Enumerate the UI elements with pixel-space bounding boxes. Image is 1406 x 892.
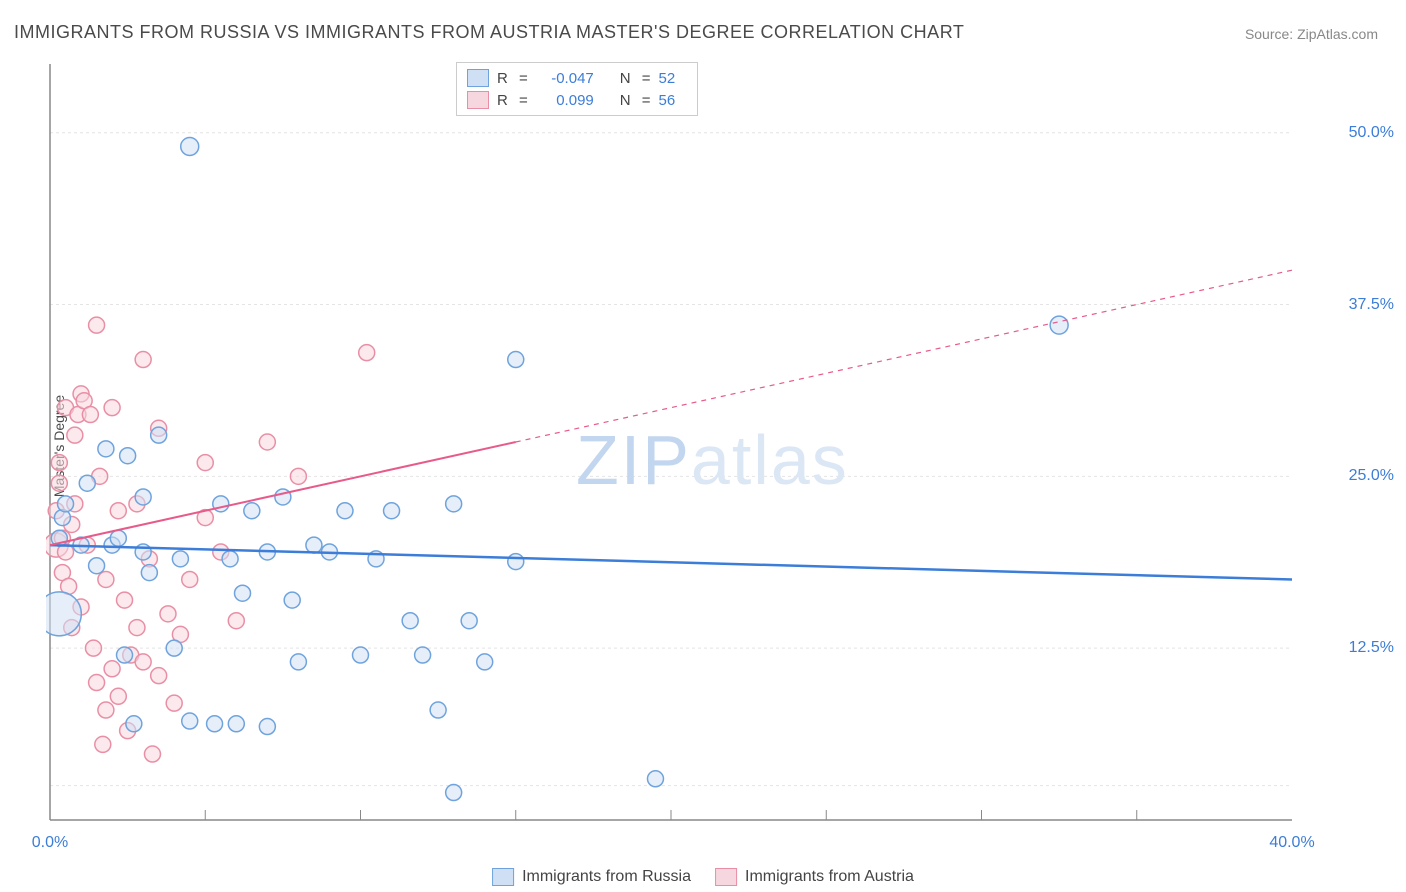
point-russia [430,702,446,718]
legend-label: Immigrants from Russia [522,868,691,886]
point-russia [402,613,418,629]
point-russia [135,489,151,505]
point-austria [89,675,105,691]
point-austria [110,688,126,704]
point-russia [284,592,300,608]
point-russia [1050,316,1068,334]
point-russia [79,475,95,491]
point-austria [82,407,98,423]
y-tick: 12.5% [1349,639,1394,657]
plot-area: ZIPatlas R=-0.047N=52R=0.099N=56 [46,60,1296,830]
point-austria [144,746,160,762]
point-russia [117,647,133,663]
point-russia [290,654,306,670]
point-austria [117,592,133,608]
point-austria [197,455,213,471]
point-russia [58,496,74,512]
point-austria [359,345,375,361]
point-austria [259,434,275,450]
point-austria [85,640,101,656]
point-russia [228,716,244,732]
x-tick: 40.0% [1269,834,1314,852]
point-austria [51,475,67,491]
point-russia [110,530,126,546]
point-russia [508,554,524,570]
point-russia [235,585,251,601]
point-russia [172,551,188,567]
point-austria [104,400,120,416]
point-russia [89,558,105,574]
point-russia [46,592,81,636]
point-russia [182,713,198,729]
point-russia [446,496,462,512]
point-austria [67,427,83,443]
point-russia [477,654,493,670]
point-russia [259,719,275,735]
stats-row-russia: R=-0.047N=52 [467,67,687,89]
point-russia [415,647,431,663]
swatch-russia [467,69,489,87]
trend-austria-ext [516,270,1292,442]
swatch-austria [467,91,489,109]
point-russia [353,647,369,663]
point-russia [181,137,199,155]
y-tick: 50.0% [1349,124,1394,142]
point-russia [222,551,238,567]
point-austria [95,736,111,752]
legend-label: Immigrants from Austria [745,868,914,886]
point-russia [120,448,136,464]
point-russia [647,771,663,787]
point-austria [98,702,114,718]
point-russia [141,565,157,581]
point-austria [160,606,176,622]
legend-item: Immigrants from Russia [492,868,691,886]
point-austria [290,468,306,484]
point-austria [166,695,182,711]
source-attribution: Source: ZipAtlas.com [1245,26,1378,42]
legend-swatch [492,868,514,886]
point-russia [384,503,400,519]
n-value-austria: 56 [659,92,687,109]
point-austria [110,503,126,519]
r-value-russia: -0.047 [536,70,594,87]
point-russia [337,503,353,519]
stats-legend: R=-0.047N=52R=0.099N=56 [456,62,698,116]
scatter-chart [46,60,1296,830]
point-austria [129,620,145,636]
point-austria [98,571,114,587]
point-russia [151,427,167,443]
point-russia [446,785,462,801]
legend-item: Immigrants from Austria [715,868,914,886]
point-russia [126,716,142,732]
point-austria [89,317,105,333]
y-tick: 25.0% [1349,467,1394,485]
point-austria [51,455,67,471]
point-russia [207,716,223,732]
point-russia [166,640,182,656]
series-legend: Immigrants from Russia Immigrants from Au… [492,868,914,886]
point-russia [508,352,524,368]
point-russia [98,441,114,457]
y-tick: 37.5% [1349,296,1394,314]
point-russia [244,503,260,519]
point-russia [306,537,322,553]
point-austria [104,661,120,677]
x-tick: 0.0% [32,834,68,852]
point-austria [182,571,198,587]
point-russia [461,613,477,629]
point-austria [135,352,151,368]
r-value-austria: 0.099 [536,92,594,109]
point-austria [228,613,244,629]
point-austria [151,668,167,684]
stats-row-austria: R=0.099N=56 [467,89,687,111]
n-value-russia: 52 [659,70,687,87]
point-austria [135,654,151,670]
chart-title: IMMIGRANTS FROM RUSSIA VS IMMIGRANTS FRO… [14,22,964,43]
legend-swatch [715,868,737,886]
